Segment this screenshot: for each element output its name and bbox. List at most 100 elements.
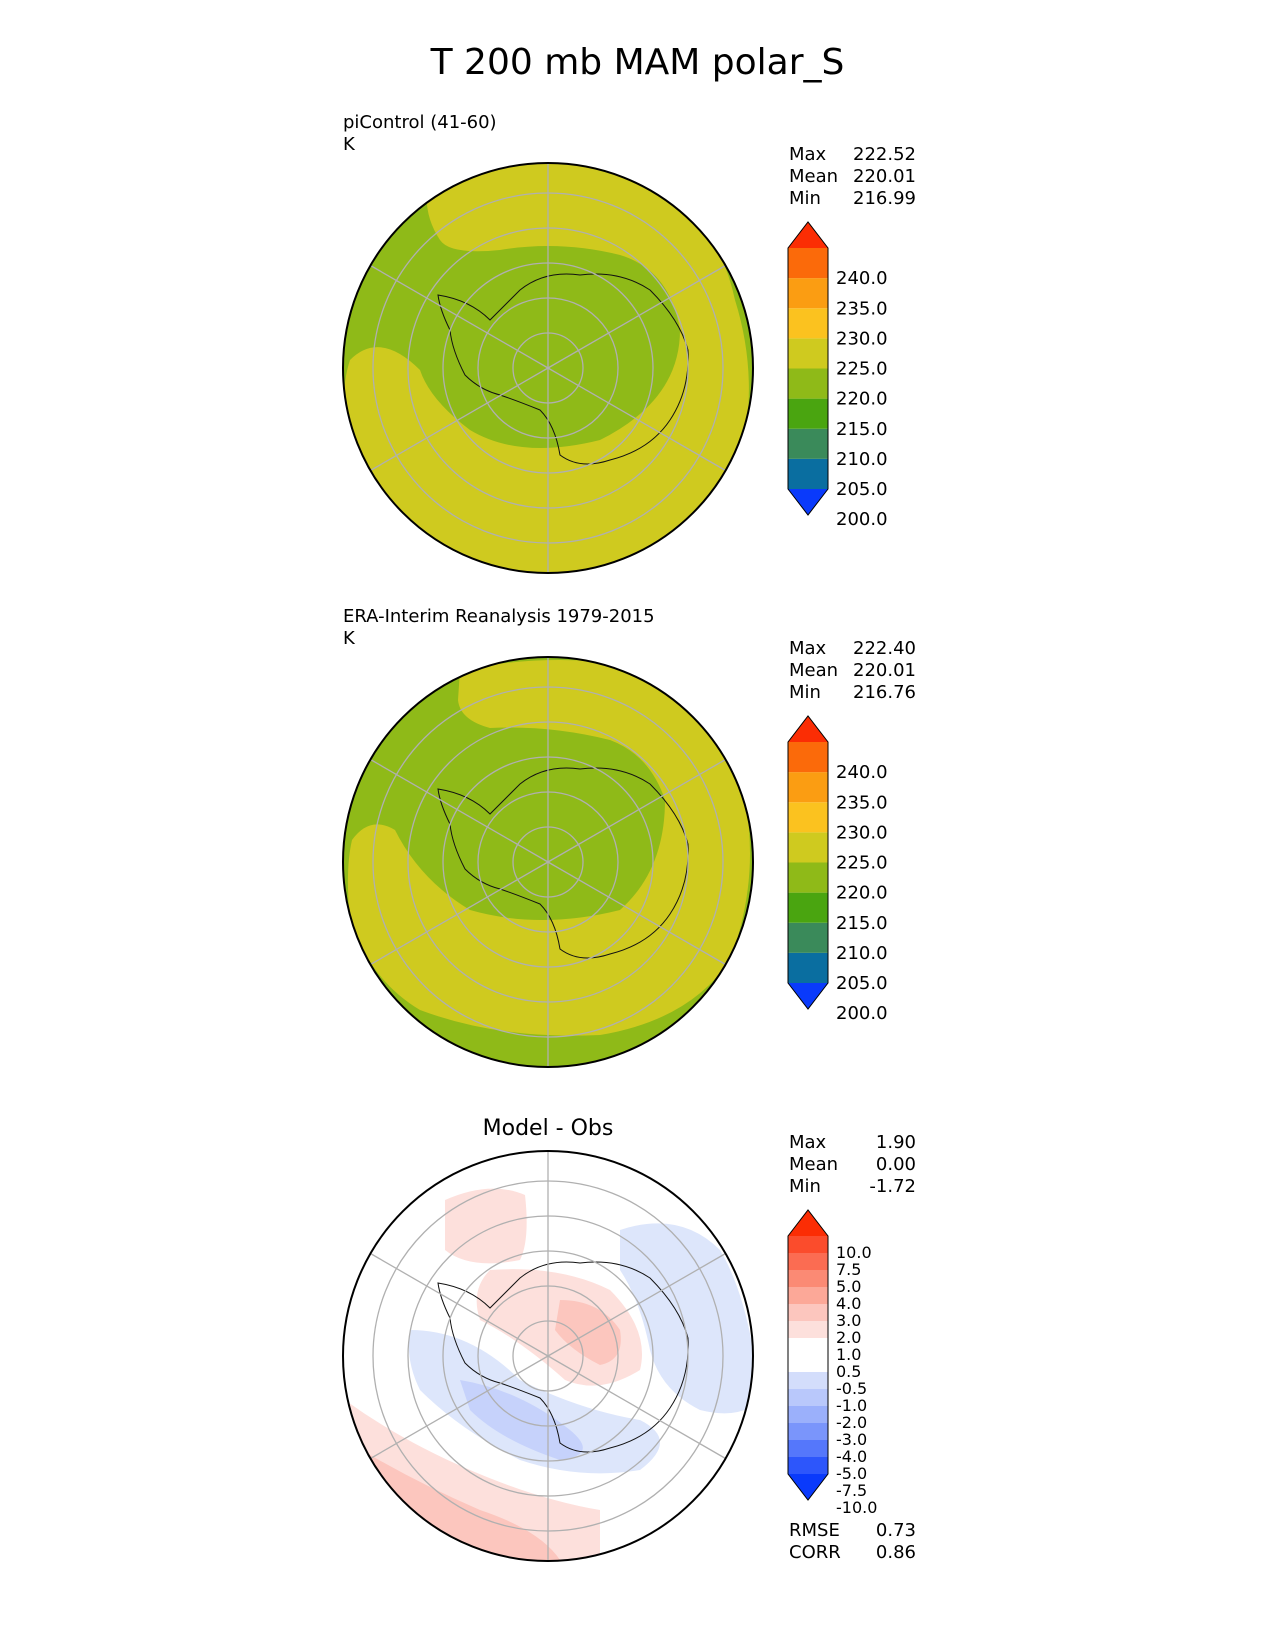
- panel1-units: K: [343, 134, 355, 155]
- colorbar-segment: [788, 1457, 828, 1474]
- panel2-map-border: [342, 656, 754, 1068]
- panel1-antarctica-coastline: [437, 273, 689, 465]
- colorbar-tick-label: -0.5: [836, 1379, 867, 1398]
- colorbar-segment: [788, 802, 828, 833]
- colorbar-tick-label: 5.0: [836, 1277, 861, 1296]
- rmse-label: RMSE: [789, 1520, 840, 1541]
- panel3-meridian-240: [370, 1355, 549, 1460]
- colorbar-segment: [788, 1236, 828, 1253]
- colorbar-segment: [788, 398, 828, 429]
- colorbar-tick-label: 4.0: [836, 1294, 861, 1313]
- figure-title: T 200 mb MAM polar_S: [430, 42, 845, 83]
- panel3-neg-anom-ring: [408, 1330, 660, 1474]
- panel3-neg-anom-core: [460, 1380, 583, 1460]
- panel2-min-label: Min: [789, 682, 821, 703]
- panel3-colorbar: 10.07.55.04.03.02.01.00.5-0.5-1.0-2.0-3.…: [787, 1209, 877, 1517]
- colorbar-tick-label: 7.5: [836, 1260, 861, 1279]
- corr-label: CORR: [789, 1542, 841, 1563]
- colorbar-tick-label: -10.0: [836, 1498, 877, 1517]
- colorbar-segment: [788, 368, 828, 399]
- corr-value: 0.86: [875, 1542, 916, 1563]
- colorbar-tick-label: 215.0: [836, 913, 888, 934]
- colorbar-segment: [788, 308, 828, 339]
- colorbar-segment: [788, 742, 828, 773]
- colorbar-tick-label: 240.0: [836, 268, 888, 289]
- colorbar-segment: [788, 1338, 828, 1355]
- panel1-colorbar: 240.0 235.0 230.0 225.0 220.0 215.0 210.0 205.0…: [787, 221, 888, 530]
- colorbar-segment: [788, 338, 828, 369]
- panel3-antarctica-coastline: [437, 1261, 689, 1453]
- colorbar-tick-label: 200.0: [836, 1003, 888, 1024]
- panel2-units: K: [343, 628, 355, 649]
- colorbar-tick-label: 2.0: [836, 1328, 861, 1347]
- colorbar-tick-label: 210.0: [836, 943, 888, 964]
- panel3-max-value: 1.90: [875, 1132, 916, 1153]
- panel2-mean-value: 220.01: [853, 660, 916, 681]
- colorbar-extend-high: [788, 1210, 828, 1236]
- panel2-meridian-300: [370, 758, 549, 863]
- colorbar-tick-label: 225.0: [836, 853, 888, 874]
- panel1-max-value: 222.52: [853, 144, 916, 165]
- panel1-max-label: Max: [789, 144, 827, 165]
- colorbar-segment: [788, 1423, 828, 1440]
- colorbar-extend-low: [788, 983, 828, 1009]
- colorbar-tick-label: 230.0: [836, 822, 888, 843]
- colorbar-segment: [788, 1304, 828, 1321]
- panel1-warm-band: [343, 163, 749, 573]
- colorbar-segment: [788, 428, 828, 459]
- colorbar-tick-label: 225.0: [836, 359, 888, 380]
- colorbar-segment: [788, 1372, 828, 1389]
- colorbar-tick-label: 215.0: [836, 419, 888, 440]
- panel3-map-border: [342, 1150, 754, 1562]
- panel1-mean-value: 220.01: [853, 166, 916, 187]
- colorbar-tick-label: 235.0: [836, 792, 888, 813]
- panel1-min-label: Min: [789, 188, 821, 209]
- colorbar-tick-label: 0.5: [836, 1362, 861, 1381]
- colorbar-tick-label: -5.0: [836, 1464, 867, 1483]
- colorbar-segment: [788, 832, 828, 863]
- colorbar-segment: [788, 1440, 828, 1457]
- panel2-meridian-120: [547, 861, 726, 966]
- graticules: [370, 163, 726, 1561]
- panel2-max-label: Max: [789, 638, 827, 659]
- colorbar-segment: [788, 922, 828, 953]
- colorbar-extend-low: [788, 1474, 828, 1500]
- colorbar-segment: [788, 1270, 828, 1287]
- panel3-min-value: -1.72: [869, 1176, 916, 1197]
- panel2-title: ERA-Interim Reanalysis 1979-2015: [343, 606, 655, 627]
- panel2-colorbar: 240.0 235.0 230.0 225.0 220.0 215.0 210.0 205.0…: [787, 715, 888, 1024]
- coastlines: [437, 273, 689, 1453]
- panel3-neg-anom-right: [620, 1223, 753, 1414]
- colorbar-tick-label: -1.0: [836, 1396, 867, 1415]
- colorbar-tick-label: 200.0: [836, 509, 888, 530]
- panel3-mean-label: Mean: [789, 1154, 839, 1175]
- panel3-mean-value: 0.00: [875, 1154, 916, 1175]
- colorbar-extend-high: [788, 222, 828, 248]
- colorbar-extend-low: [788, 489, 828, 515]
- colorbar-tick-label: -3.0: [836, 1430, 867, 1449]
- colorbar-tick-label: 10.0: [836, 1243, 872, 1262]
- colorbar-tick-label: 205.0: [836, 973, 888, 994]
- colorbar-segment: [788, 1321, 828, 1338]
- panel1-min-value: 216.99: [853, 188, 916, 209]
- panel2-antarctica-coastline: [437, 767, 689, 959]
- colorbar-extend-high: [788, 716, 828, 742]
- colorbar-outline: [787, 1209, 829, 1501]
- panel1-title: piControl (41-60): [343, 112, 497, 133]
- colorbars: 240.0 235.0 230.0 225.0 220.0 215.0 210.0 205.0…: [787, 221, 888, 1517]
- colorbar-segment: [788, 772, 828, 803]
- colorbar-tick-label: 235.0: [836, 298, 888, 319]
- panel1-meridian-300: [370, 264, 549, 369]
- colorbar-segment: [788, 1287, 828, 1304]
- colorbar-tick-label: 1.0: [836, 1345, 861, 1364]
- colorbar-tick-label: 240.0: [836, 762, 888, 783]
- panel3-min-label: Min: [789, 1176, 821, 1197]
- colorbar-tick-label: -2.0: [836, 1413, 867, 1432]
- colorbar-tick-label: 220.0: [836, 883, 888, 904]
- colorbar-tick-label: 3.0: [836, 1311, 861, 1330]
- rmse-value: 0.73: [875, 1520, 916, 1541]
- colorbar-segment: [788, 458, 828, 489]
- panel3-meridian-60: [547, 1252, 726, 1357]
- colorbar-segment: [788, 1406, 828, 1423]
